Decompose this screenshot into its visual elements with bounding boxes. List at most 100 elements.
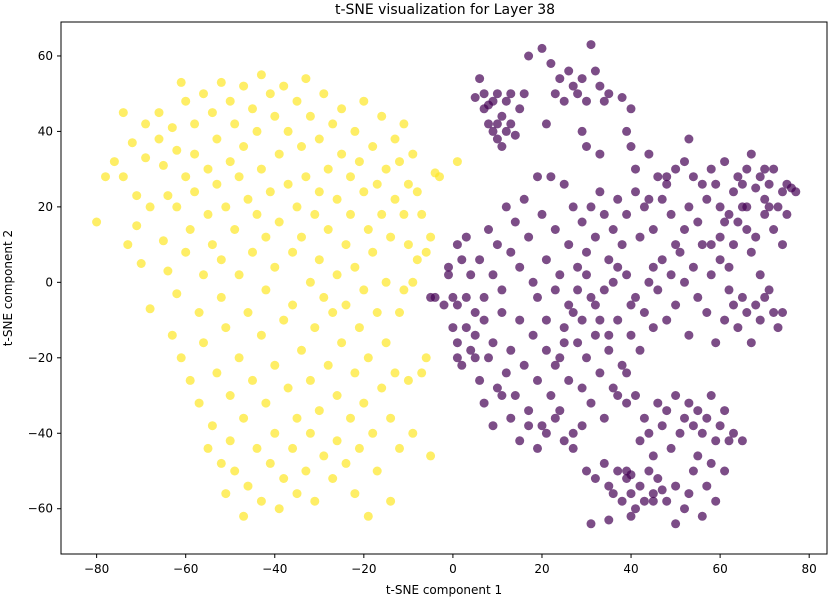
y-tick-label: 0	[45, 275, 53, 289]
scatter-point-yellow	[158, 236, 168, 246]
scatter-point-yellow	[412, 255, 422, 265]
scatter-point-purple	[577, 315, 587, 325]
scatter-point-yellow	[252, 209, 262, 219]
scatter-point-purple	[715, 232, 725, 242]
scatter-point-purple	[688, 466, 698, 476]
scatter-point-purple	[595, 368, 605, 378]
scatter-point-purple	[782, 209, 792, 219]
scatter-point-yellow	[283, 126, 293, 136]
scatter-point-purple	[492, 119, 502, 129]
scatter-point-purple	[715, 421, 725, 431]
scatter-point-yellow	[225, 157, 235, 167]
x-axis-label: t-SNE component 1	[386, 583, 502, 597]
scatter-point-purple	[519, 89, 529, 99]
scatter-point-purple	[635, 232, 645, 242]
scatter-point-purple	[755, 270, 765, 280]
scatter-point-yellow	[319, 451, 329, 461]
scatter-point-purple	[639, 308, 649, 317]
scatter-point-yellow	[279, 315, 289, 325]
scatter-point-purple	[488, 96, 498, 106]
y-tick-label: −40	[28, 426, 53, 440]
scatter-point-purple	[492, 89, 502, 99]
scatter-point-purple	[555, 406, 565, 416]
scatter-point-yellow	[381, 164, 391, 174]
scatter-point-yellow	[274, 149, 284, 159]
scatter-point-yellow	[341, 458, 351, 468]
scatter-point-yellow	[377, 209, 387, 219]
scatter-point-purple	[568, 81, 578, 91]
scatter-point-purple	[648, 323, 658, 333]
scatter-point-yellow	[319, 89, 329, 99]
scatter-point-yellow	[141, 153, 151, 163]
scatter-point-yellow	[359, 398, 369, 408]
scatter-point-yellow	[390, 134, 400, 144]
x-axis: −80 −60 −40 −20 0 20 40 60 80	[84, 554, 817, 576]
scatter-point-yellow	[359, 285, 369, 295]
scatter-point-yellow	[230, 225, 240, 234]
scatter-point-yellow	[377, 111, 387, 121]
scatter-point-purple	[769, 308, 779, 317]
scatter-point-purple	[608, 489, 618, 499]
scatter-point-purple	[697, 511, 707, 521]
scatter-point-yellow	[323, 225, 333, 234]
scatter-point-purple	[662, 179, 672, 189]
scatter-point-purple	[599, 458, 609, 468]
scatter-point-purple	[470, 330, 480, 340]
scatter-point-purple	[715, 255, 725, 265]
scatter-point-purple	[706, 164, 716, 174]
x-tick-label: 40	[623, 562, 638, 576]
scatter-point-purple	[586, 40, 596, 50]
scatter-point-purple	[475, 255, 485, 265]
scatter-point-yellow	[256, 164, 266, 174]
scatter-point-yellow	[239, 81, 249, 91]
scatter-point-purple	[488, 270, 498, 280]
scatter-point-purple	[599, 209, 609, 219]
scatter-point-purple	[724, 436, 734, 446]
scatter-point-purple	[577, 421, 587, 431]
scatter-point-purple	[631, 504, 640, 514]
scatter-point-yellow	[386, 232, 396, 242]
scatter-point-yellow	[216, 458, 226, 468]
scatter-point-yellow	[239, 142, 249, 151]
scatter-point-purple	[444, 270, 453, 280]
scatter-point-purple	[666, 270, 676, 280]
scatter-point-purple	[639, 496, 649, 506]
scatter-point-purple	[479, 89, 489, 99]
scatter-point-yellow	[337, 104, 347, 114]
scatter-point-purple	[680, 157, 689, 167]
scatter-point-yellow	[301, 466, 311, 476]
scatter-point-purple	[541, 345, 551, 355]
scatter-point-purple	[764, 202, 774, 212]
scatter-point-yellow	[190, 119, 200, 129]
scatter-point-purple	[737, 179, 747, 189]
scatter-point-purple	[550, 225, 560, 234]
scatter-point-purple	[541, 428, 551, 438]
scatter-point-purple	[461, 232, 471, 242]
scatter-point-purple	[737, 292, 747, 302]
scatter-point-yellow	[118, 172, 128, 182]
scatter-point-purple	[729, 300, 738, 310]
scatter-point-purple	[577, 126, 587, 136]
x-tick-label: 80	[802, 562, 817, 576]
scatter-point-yellow	[274, 504, 284, 514]
scatter-point-purple	[711, 496, 721, 506]
scatter-point-purple	[586, 398, 596, 408]
scatter-point-yellow	[185, 375, 195, 385]
scatter-point-yellow	[239, 511, 249, 521]
scatter-point-purple	[550, 285, 560, 295]
scatter-point-purple	[648, 451, 658, 461]
scatter-point-purple	[506, 119, 516, 129]
scatter-point-purple	[488, 421, 498, 431]
scatter-point-purple	[729, 240, 738, 250]
scatter-point-purple	[524, 406, 534, 416]
scatter-point-yellow	[261, 285, 271, 295]
scatter-point-purple	[577, 74, 587, 84]
scatter-point-yellow	[314, 255, 324, 265]
scatter-point-purple	[639, 202, 649, 212]
scatter-point-purple	[550, 360, 560, 370]
scatter-point-yellow	[181, 172, 191, 182]
scatter-point-purple	[720, 406, 730, 416]
scatter-point-purple	[751, 232, 761, 242]
scatter-point-yellow	[292, 202, 302, 212]
scatter-point-purple	[452, 338, 462, 348]
